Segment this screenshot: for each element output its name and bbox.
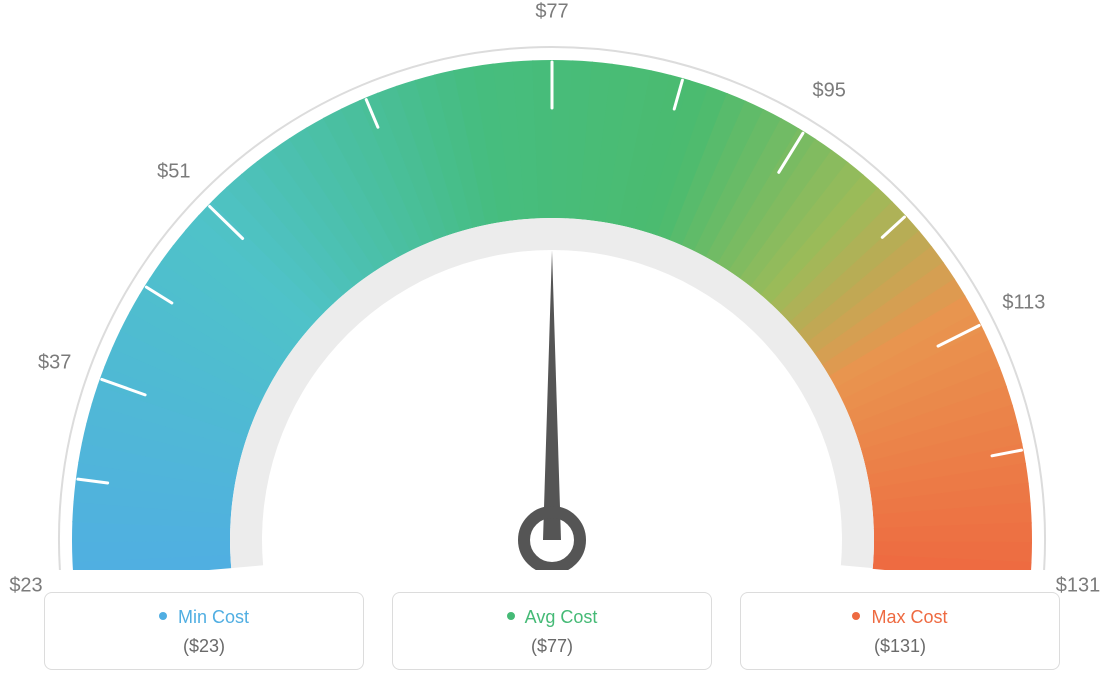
legend-label-min: Min Cost [178,607,249,627]
dot-icon [159,612,167,620]
gauge-svg [0,0,1104,570]
legend-value-avg: ($77) [403,636,701,657]
gauge-tick-label: $113 [1002,292,1045,315]
gauge-tick-label: $95 [813,79,846,102]
legend-label-avg: Avg Cost [525,607,598,627]
legend-card-min: Min Cost ($23) [44,592,364,670]
legend-value-max: ($131) [751,636,1049,657]
legend-title-min: Min Cost [55,607,353,628]
legend-card-avg: Avg Cost ($77) [392,592,712,670]
legend-title-avg: Avg Cost [403,607,701,628]
legend-title-max: Max Cost [751,607,1049,628]
legend-value-min: ($23) [55,636,353,657]
dot-icon [507,612,515,620]
legend-label-max: Max Cost [871,607,947,627]
gauge-tick-label: $37 [38,351,71,374]
gauge-tick-label: $77 [535,1,568,24]
dot-icon [852,612,860,620]
gauge-chart: $23$37$51$77$95$113$131 [0,0,1104,570]
legend-card-max: Max Cost ($131) [740,592,1060,670]
chart-container: $23$37$51$77$95$113$131 Min Cost ($23) A… [0,0,1104,690]
legend-row: Min Cost ($23) Avg Cost ($77) Max Cost (… [0,592,1104,670]
gauge-tick-label: $51 [157,160,190,183]
